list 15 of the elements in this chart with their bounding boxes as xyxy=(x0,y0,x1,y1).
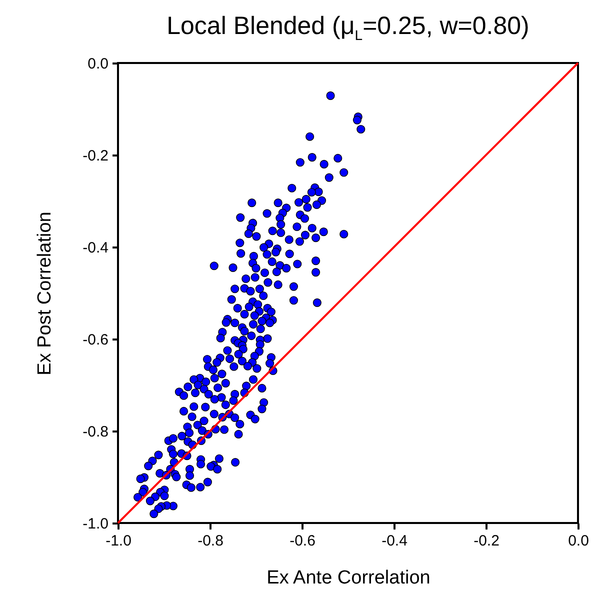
y-tick-label: 0.0 xyxy=(88,56,108,72)
x-tick-label: -1.0 xyxy=(106,532,132,550)
y-tick-label: -0.8 xyxy=(82,424,108,440)
x-axis-title: Ex Ante Correlation xyxy=(266,568,430,588)
y-tick-label: -0.2 xyxy=(82,148,108,164)
x-tick-label: -0.4 xyxy=(382,532,408,550)
y-axis-title: Ex Post Correlation xyxy=(34,212,56,376)
y-tick-label: -0.6 xyxy=(82,332,108,348)
x-tick-label: -0.6 xyxy=(290,532,316,550)
y-tick-label: -0.4 xyxy=(82,240,108,256)
x-tick-label: -0.8 xyxy=(198,532,224,550)
y-tick-label: -1.0 xyxy=(82,516,108,532)
x-tick-label: 0.0 xyxy=(568,532,589,550)
chart-title: Local Blended (μ$_{L}$=0.25, w=0.80) xyxy=(166,12,530,43)
x-tick-label: -0.2 xyxy=(474,532,500,550)
